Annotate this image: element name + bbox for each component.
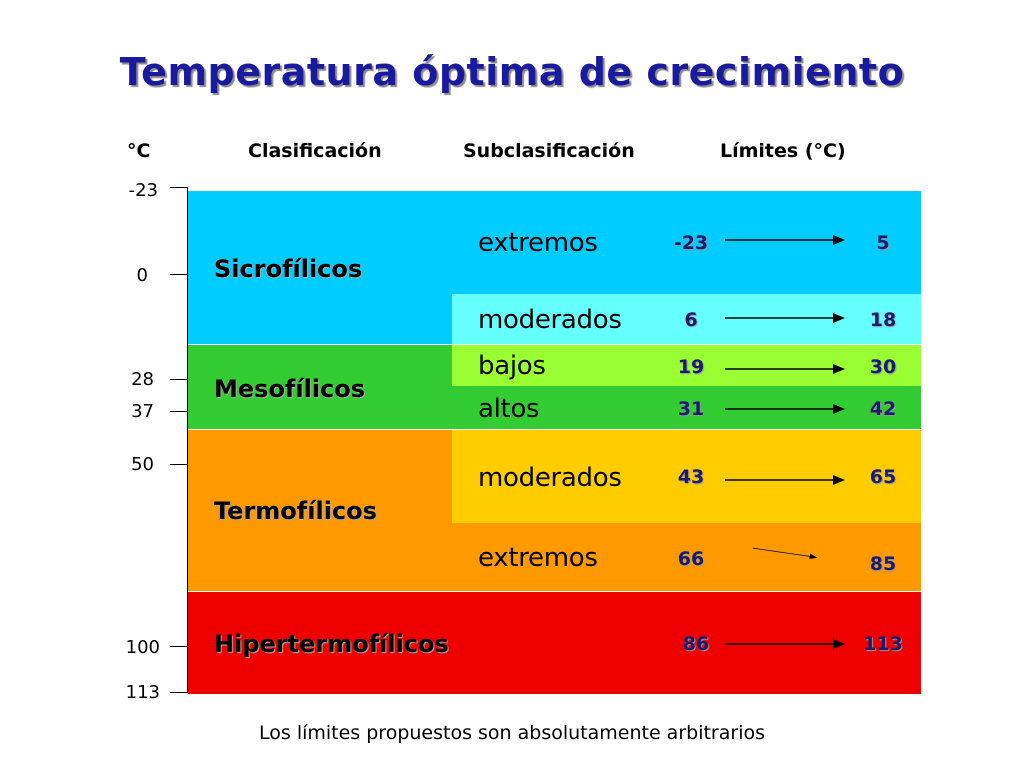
subclass-row-meso-altos [452,386,921,429]
subclass-label: extremos [478,228,598,258]
class-block-sicrofilicos [188,191,452,344]
limit-low: 86 [682,633,710,655]
limit-low: 31 [677,398,705,420]
limit-low: -23 [673,232,709,254]
subclass-row-termo-extremos [452,523,921,591]
limit-low: 43 [677,466,705,488]
axis-tick [170,379,188,380]
subclass-row-sicro-extremos [452,191,921,294]
class-label: Hipertermofílicos [214,630,449,658]
arrow-right-icon [725,475,845,485]
subclass-label: moderados [478,305,622,335]
class-label: Termofílicos [214,497,377,525]
arrow-right-icon [725,235,845,245]
arrow-right-icon [725,364,845,374]
arrow-right-icon [725,639,845,649]
limit-high: 113 [863,633,903,655]
limit-low: 66 [677,548,705,570]
subclass-row-termo-moderados [452,430,921,523]
header-unit: °C [127,140,151,162]
subclass-row-sicro-moderados [452,294,921,344]
temperature-axis [187,187,188,693]
class-block-mesofilicos [188,345,452,429]
limit-low: 19 [677,356,705,378]
axis-tick-label: 113 [125,682,160,703]
arrow-right-icon [725,404,845,414]
subclass-label: altos [478,394,540,424]
class-block-termofilicos [188,430,452,591]
limit-high: 65 [869,466,897,488]
axis-tick-label: 37 [131,401,154,422]
subclass-row-meso-bajos [452,345,921,386]
axis-tick-label: 50 [131,454,154,475]
page-title: Temperatura óptima de crecimiento [119,50,905,94]
axis-tick [170,187,188,188]
footnote: Los límites propuestos son absolutamente… [259,722,765,744]
axis-tick-label: 0 [136,265,148,286]
axis-tick-label: 100 [125,637,160,658]
subclass-label: moderados [478,463,622,493]
header-limits: Límites (°C) [720,140,846,162]
axis-tick-label: 28 [131,369,154,390]
header-classification: Clasificación [248,140,382,162]
class-block-hipertermofilicos [188,592,921,694]
axis-tick [170,274,188,275]
class-label: Sicrofílicos [214,255,363,283]
axis-tick [170,464,188,465]
arrow-right-icon [725,313,845,323]
limit-low: 6 [684,309,698,331]
subclass-label: bajos [478,351,546,381]
limit-high: 30 [869,356,897,378]
arrow-diagonal-icon [752,547,818,559]
axis-tick [170,646,188,647]
class-label: Mesofílicos [214,375,366,403]
axis-tick-label: -23 [128,180,158,201]
limit-high: 85 [869,553,897,575]
subclass-label: extremos [478,543,598,573]
limit-high: 5 [876,232,890,254]
limit-high: 18 [869,309,897,331]
header-subclassification: Subclasificación [463,140,635,162]
axis-tick [170,692,188,693]
limit-high: 42 [869,398,897,420]
axis-tick [170,411,188,412]
